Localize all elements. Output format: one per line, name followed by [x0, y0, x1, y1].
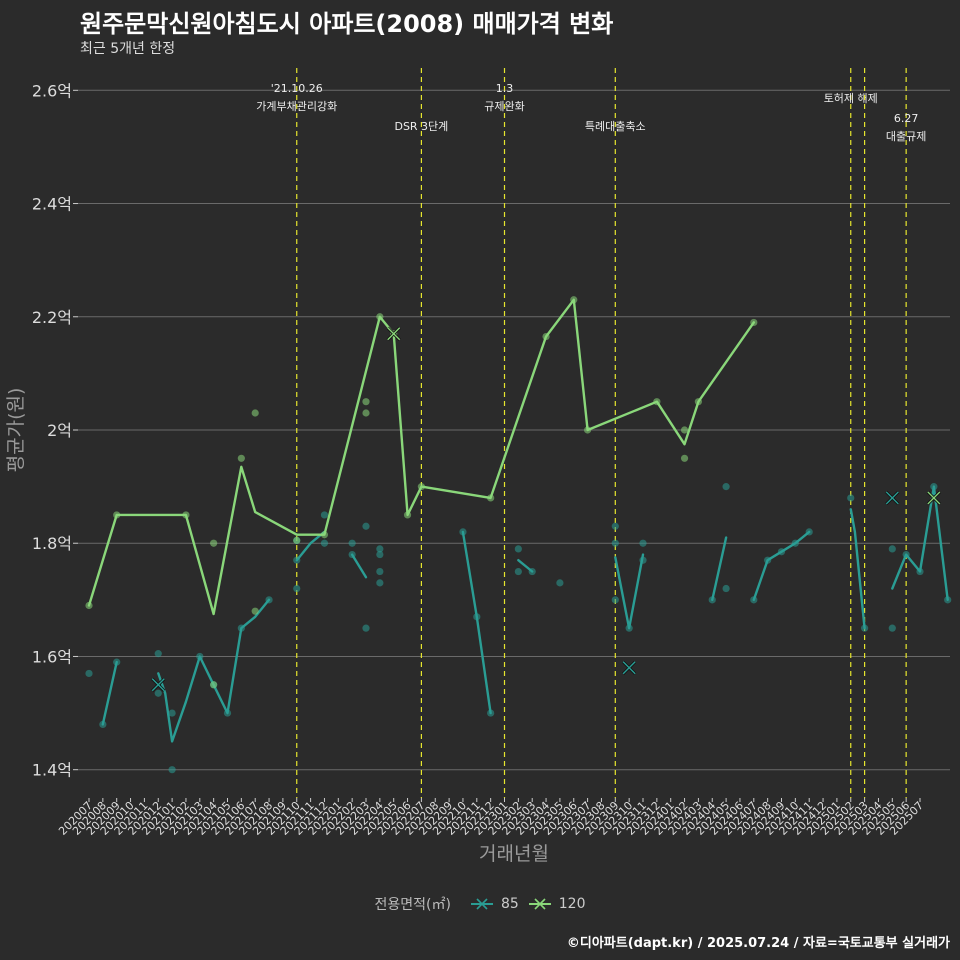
series-85-point	[85, 669, 93, 678]
legend-item-85: 85	[469, 896, 519, 912]
event-label: 가계부채관리강화	[256, 100, 337, 113]
legend-title: 전용면적(㎡)	[374, 897, 451, 913]
series-85-point	[362, 624, 370, 632]
cross-stroke	[387, 327, 401, 341]
series-85-point	[376, 567, 384, 576]
series-85-point	[376, 545, 384, 553]
legend-item-120: 120	[527, 896, 586, 912]
legend-label-120: 120	[558, 896, 586, 912]
series-85-line	[614, 553, 645, 630]
y-tick-label: 1.4억	[32, 761, 72, 780]
series-85-line	[350, 553, 368, 579]
series-120-cross-marker	[386, 326, 401, 341]
series-85-point	[611, 539, 619, 547]
series-85-point	[888, 624, 896, 632]
series-85-point	[168, 709, 176, 717]
y-tick-label: 1.6억	[32, 647, 72, 666]
series-layer	[85, 296, 952, 774]
cross-stroke	[927, 491, 941, 505]
series-85-point	[362, 522, 370, 530]
series-85-point	[611, 522, 619, 530]
series-85-line	[752, 530, 811, 601]
legend-label-85: 85	[500, 896, 519, 912]
series-85-line	[295, 530, 326, 562]
event-label: 규제완화	[484, 100, 524, 113]
legend-marker-120	[528, 898, 551, 910]
series-85-point	[348, 539, 356, 547]
series-85-line	[849, 508, 866, 630]
x-axis-label: 거래년월	[479, 843, 549, 865]
y-tick-label: 2.2억	[32, 308, 72, 327]
legend: 전용면적(㎡) 85 120	[0, 894, 960, 914]
series-85-line	[891, 485, 949, 601]
series-85-point	[376, 550, 384, 559]
y-tick-label: 2억	[47, 421, 72, 440]
event-label: 1.3	[496, 82, 514, 95]
chart-title: 원주문막신원아침도시 아파트(2008) 매매가격 변화	[80, 10, 614, 38]
series-120-point	[362, 409, 370, 417]
series-85-point	[722, 483, 730, 491]
series-85-point	[722, 584, 730, 593]
event-label: '21.10.26	[271, 82, 323, 95]
series-85-point	[611, 596, 619, 604]
y-tick-label: 2.6억	[32, 81, 72, 100]
series-85-cross-marker	[151, 677, 166, 692]
y-tick-label: 1.8억	[32, 534, 72, 553]
series-85-point	[888, 545, 896, 553]
series-120-point	[293, 536, 301, 545]
series-85-point	[376, 579, 384, 587]
y-axis-label: 평균가(원)	[5, 388, 27, 473]
series-85-point	[514, 567, 522, 576]
event-label: DSR 3단계	[394, 120, 448, 133]
series-85-point	[639, 539, 647, 547]
legend-marker-85	[470, 898, 493, 910]
series-120-point	[210, 681, 218, 689]
cross-stroke	[885, 491, 899, 505]
series-120-line	[87, 298, 755, 616]
series-120-point	[251, 607, 259, 615]
axis-layer: 1.4억1.6억1.8억2억2.2억2.4억2.6억20200720200820…	[5, 81, 926, 865]
series-85-line	[461, 530, 492, 715]
series-85-line	[517, 559, 534, 573]
cross-stroke	[151, 678, 165, 692]
series-120-point	[680, 426, 689, 434]
grid-layer	[78, 89, 950, 771]
y-tick-label: 2.4억	[32, 195, 72, 214]
series-85-line	[101, 660, 118, 726]
series-85-point	[168, 766, 176, 774]
series-85-point	[320, 539, 329, 547]
source-caption: ©디아파트(dapt.kr) / 2025.07.24 / 자료=국토교통부 실…	[566, 936, 950, 951]
series-85-line	[157, 598, 271, 743]
series-85-cross-marker	[622, 660, 637, 675]
series-120-point	[362, 398, 370, 406]
series-85-point	[847, 494, 855, 502]
series-85-point	[556, 579, 564, 587]
series-120-cross-marker	[926, 490, 941, 505]
series-85-line	[711, 536, 728, 601]
series-85-point	[293, 584, 301, 593]
series-85-point	[320, 511, 329, 519]
series-85-cross-marker	[885, 490, 900, 505]
event-label: 특례대출축소	[585, 120, 646, 133]
event-label: 6.27	[894, 112, 919, 125]
cross-stroke	[622, 661, 636, 675]
series-120-point	[251, 409, 259, 417]
event-label: 대출규제	[886, 130, 926, 143]
series-85-point	[154, 689, 162, 697]
series-85-point	[154, 650, 162, 658]
series-85-point	[514, 545, 522, 553]
event-label: 토허제 해제	[824, 91, 878, 105]
series-120-point	[237, 454, 245, 462]
chart-subtitle: 최근 5개년 한정	[80, 41, 176, 57]
series-120-point	[210, 539, 218, 547]
series-120-point	[680, 454, 689, 462]
